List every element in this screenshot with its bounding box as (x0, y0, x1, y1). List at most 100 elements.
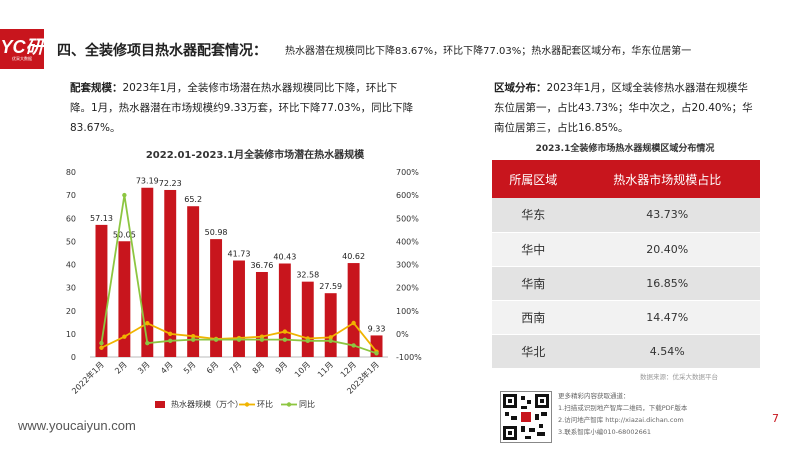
header-share: 热水器市场规模占比 (574, 160, 760, 198)
right-tick-label: 600% (396, 191, 419, 200)
bar (95, 224, 108, 357)
category-label: 8月 (251, 360, 267, 376)
right-tick-label: -100% (396, 353, 422, 362)
right-tick-label: 400% (396, 237, 419, 246)
category-label: 10月 (293, 360, 312, 379)
yoy-point (305, 338, 310, 344)
yoy-point (145, 340, 150, 346)
legend-label: 同比 (299, 399, 315, 409)
bar (187, 206, 200, 357)
category-label: 9月 (274, 360, 290, 376)
left-tick-label: 0 (71, 353, 76, 362)
bar (255, 271, 268, 357)
table-row: 华北 4.54% (492, 334, 760, 369)
bar-value-label: 32.58 (296, 271, 319, 280)
page-number: 7 (772, 412, 779, 425)
logo-subtitle: 优采大数据 (12, 55, 32, 61)
category-label: 3月 (136, 360, 152, 376)
legend-label: 热水器规模（万个） (171, 399, 243, 409)
table-row: 华南 16.85% (492, 266, 760, 301)
category-label: 2022年1月 (69, 359, 105, 395)
mom-point (145, 321, 150, 326)
legend-swatch-point (244, 402, 250, 407)
region-text: 2023年1月，区域全装修热水器潜在规模华东位居第一，占比43.73%；华中次之… (494, 82, 753, 134)
right-tick-label: 0% (396, 330, 409, 339)
table-row: 西南 14.47% (492, 300, 760, 335)
category-label: 5月 (182, 360, 198, 376)
mom-point (259, 334, 265, 339)
left-tick-label: 10 (66, 330, 76, 339)
bar (278, 263, 291, 357)
yoy-point (99, 340, 104, 346)
bar (233, 260, 245, 357)
title-description: 热水器潜在规模同比下降83.67%，环比下降77.03%；热水器配套区域分布，华… (285, 46, 692, 57)
bar-value-label: 40.43 (273, 253, 296, 262)
left-tick-label: 50 (66, 237, 76, 246)
logo-mark: YC研 (0, 36, 44, 57)
contact-line: 1.扫描或识别地产智库二维码，下载PDF版本 (558, 404, 688, 412)
category-label: 6月 (205, 360, 221, 376)
left-tick-label: 70 (66, 191, 76, 200)
bar-value-label: 73.19 (136, 177, 159, 186)
share-cell: 20.40% (574, 232, 760, 267)
mom-point (190, 333, 196, 339)
bar-value-label: 9.33 (368, 324, 386, 333)
left-tick-label: 20 (66, 307, 76, 316)
left-tick-label: 60 (66, 214, 76, 223)
table-header-row: 所属区域 热水器市场规模占比 (492, 160, 760, 198)
header-region: 所属区域 (492, 160, 575, 198)
bar-value-label: 41.73 (228, 249, 251, 258)
bar (164, 189, 177, 357)
contact-info: 更多精彩内容获取通道： 1.扫描或识别地产智库二维码，下载PDF版本 2.访问地… (558, 390, 687, 438)
bar-value-label: 36.76 (250, 261, 273, 270)
yoy-point (374, 351, 379, 356)
right-tick-label: 700% (396, 168, 419, 177)
category-label: 11月 (316, 360, 335, 379)
bar-value-label: 50.98 (205, 228, 228, 237)
table-title: 2023.1全装修市场热水器规模区域分布情况 (535, 144, 715, 154)
bar-value-label: 65.2 (184, 195, 202, 204)
yoy-point (236, 337, 242, 342)
legend-swatch-point (286, 402, 292, 407)
bar-value-label: 27.59 (319, 282, 342, 291)
page-title: 四、全装修项目热水器配套情况： (57, 43, 267, 59)
right-tick-label: 200% (396, 284, 419, 293)
bar (370, 335, 383, 357)
bar (141, 187, 154, 357)
logo: YC研 优采大数据 (0, 29, 44, 69)
yoy-point (190, 337, 196, 342)
bar (301, 281, 314, 357)
bar-value-label: 50.05 (113, 230, 136, 239)
bar (210, 239, 223, 357)
scale-text: 2023年1月，全装修市场潜在热水器规模同比下降，环比下降。1月，热水器潜在市场… (70, 82, 414, 134)
bar-value-label: 40.62 (342, 252, 365, 261)
heater-scale-chart: 0 10 20 30 40 50 60 70 80 -100% 0% 100% 200% 300% 400%… (66, 168, 422, 409)
mom-point (328, 335, 333, 340)
yoy-point (122, 192, 127, 198)
left-tick-label: 40 (66, 261, 76, 270)
site-url[interactable]: www.youcaiyun.com (18, 418, 136, 433)
contact-line: 3.联系智库小编010-68002661 (558, 428, 652, 436)
qr-code (500, 391, 552, 443)
bar-value-label: 72.23 (159, 179, 182, 188)
region-paragraph: 区域分布：2023年1月，区域全装修热水器潜在规模华东位居第一，占比43.73%… (494, 78, 756, 138)
region-cell: 华中 (492, 232, 575, 267)
yoy-point (282, 337, 288, 342)
scale-label: 配套规模： (70, 82, 123, 94)
yoy-point (168, 338, 173, 344)
yoy-point (328, 338, 333, 344)
region-label: 区域分布： (494, 82, 547, 94)
region-cell: 西南 (492, 300, 575, 335)
right-tick-label: 100% (396, 307, 419, 316)
region-cell: 华东 (492, 198, 575, 233)
yoy-point (213, 337, 219, 342)
left-tick-label: 30 (66, 284, 76, 293)
contact-line: 更多精彩内容获取通道： (558, 392, 630, 400)
category-label: 4月 (159, 360, 175, 376)
mom-point (282, 329, 288, 334)
bar (324, 293, 337, 357)
share-cell: 43.73% (574, 198, 760, 233)
mom-point (168, 331, 173, 337)
right-tick-label: 300% (396, 261, 419, 270)
mom-point (99, 345, 104, 350)
